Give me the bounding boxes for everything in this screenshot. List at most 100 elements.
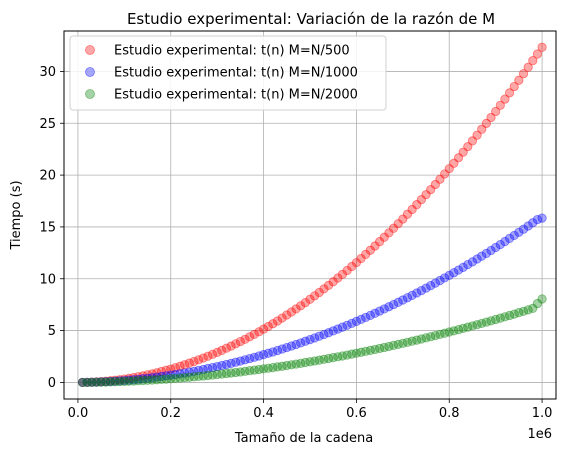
data-point <box>194 371 204 382</box>
data-point <box>300 357 310 368</box>
data-point <box>147 373 157 383</box>
data-point <box>101 376 111 386</box>
data-point <box>161 365 171 375</box>
data-point <box>361 312 371 323</box>
data-point <box>319 354 329 364</box>
data-point <box>147 369 157 379</box>
data-point <box>518 69 529 79</box>
data-point <box>91 377 102 387</box>
data-point <box>82 377 92 388</box>
data-point <box>124 375 134 385</box>
data-point <box>226 368 236 378</box>
data-point <box>291 359 301 369</box>
data-point <box>105 377 116 387</box>
data-point <box>319 329 329 340</box>
data-point <box>453 153 464 163</box>
data-point <box>319 284 329 294</box>
y-axis-title: Tiempo (s) <box>9 180 24 250</box>
data-point <box>277 344 287 354</box>
series-layer <box>77 42 547 388</box>
data-point <box>231 367 241 378</box>
data-point <box>212 369 222 380</box>
data-point <box>472 254 482 264</box>
data-point <box>444 270 454 280</box>
data-point <box>203 351 213 361</box>
data-point <box>96 376 106 387</box>
data-point <box>430 330 440 341</box>
data-point <box>337 322 348 332</box>
data-point <box>532 49 543 59</box>
data-point <box>272 345 283 356</box>
data-point <box>245 332 255 342</box>
data-point <box>203 363 213 374</box>
data-point <box>528 56 538 66</box>
data-point <box>361 249 371 259</box>
data-point <box>361 346 371 356</box>
data-point <box>323 280 334 290</box>
data-point <box>486 112 496 123</box>
data-point <box>337 269 348 279</box>
data-point <box>412 200 422 210</box>
data-point <box>481 248 491 258</box>
data-point <box>129 376 139 386</box>
data-point <box>142 375 153 385</box>
data-point <box>356 314 366 324</box>
data-point <box>337 351 348 361</box>
data-point <box>342 350 352 360</box>
data-point <box>249 352 259 362</box>
x-tick-label: 0.2 <box>160 406 181 421</box>
data-point <box>384 341 394 352</box>
data-point <box>194 365 204 375</box>
data-point <box>504 88 515 98</box>
data-point <box>207 362 218 373</box>
data-point <box>375 343 385 354</box>
data-point <box>105 376 116 387</box>
data-point <box>467 257 478 267</box>
data-point <box>379 342 389 353</box>
data-point <box>110 376 120 386</box>
data-point <box>258 364 269 374</box>
data-point <box>207 370 218 380</box>
data-point <box>254 351 264 361</box>
y-tick-label: 10 <box>39 272 56 287</box>
data-point <box>189 356 199 367</box>
data-point <box>180 373 190 383</box>
y-tick-label: 20 <box>39 169 56 184</box>
data-point <box>351 316 362 326</box>
data-point <box>240 355 250 365</box>
x-axis-title: Tamaño de la cadena <box>234 431 373 446</box>
data-point <box>203 370 213 381</box>
data-point <box>115 376 125 387</box>
data-point <box>333 324 343 334</box>
data-point <box>481 317 491 327</box>
data-point <box>523 221 533 231</box>
data-point <box>449 268 459 278</box>
data-point <box>105 376 116 386</box>
data-point <box>477 318 487 329</box>
data-point <box>412 288 422 298</box>
data-point <box>296 338 306 348</box>
data-point <box>156 371 167 382</box>
data-point <box>486 245 496 256</box>
data-point <box>101 377 111 387</box>
data-point <box>440 169 450 179</box>
data-point <box>328 326 338 336</box>
data-point <box>286 341 297 351</box>
data-point <box>379 232 389 242</box>
data-point <box>323 353 334 364</box>
data-point <box>467 136 478 146</box>
data-point <box>87 377 97 387</box>
series-2 <box>77 213 547 388</box>
data-point <box>221 343 232 353</box>
data-point <box>110 375 120 385</box>
data-point <box>152 372 162 382</box>
data-point <box>351 257 362 268</box>
data-point <box>356 347 366 357</box>
data-point <box>458 323 468 334</box>
data-point <box>180 360 190 370</box>
data-point <box>388 340 399 351</box>
data-point <box>328 353 338 363</box>
data-point <box>282 310 292 320</box>
data-point <box>310 333 320 343</box>
